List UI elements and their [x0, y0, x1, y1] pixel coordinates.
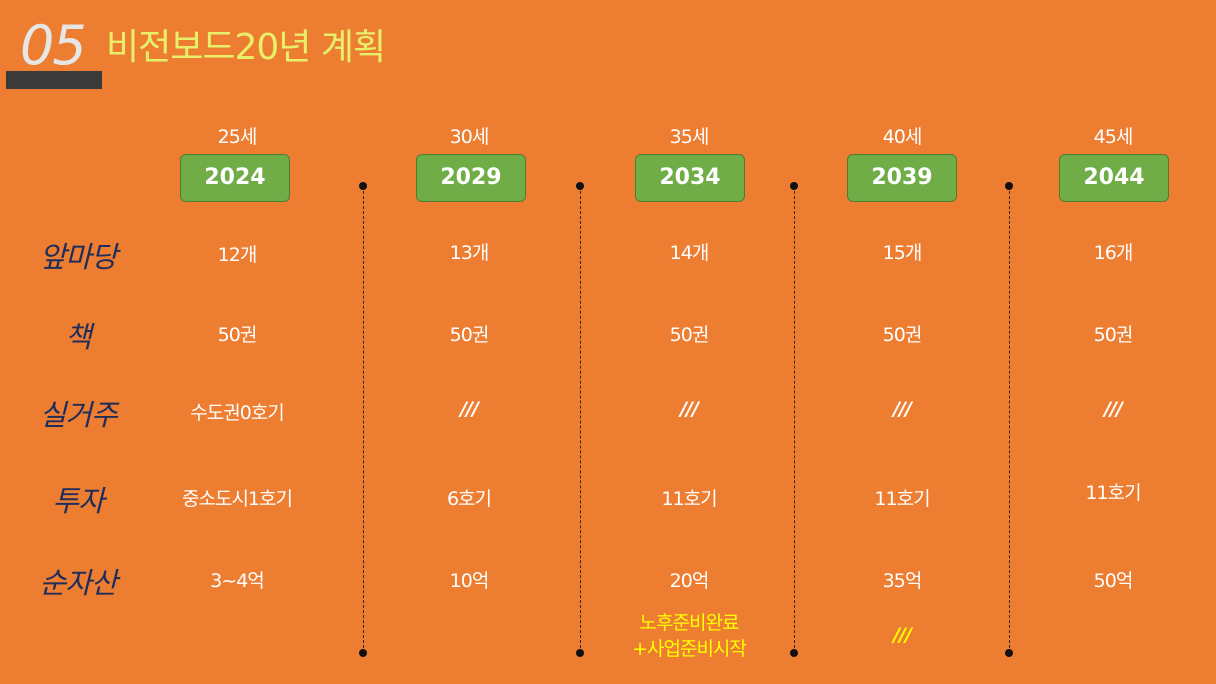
cell: ///: [460, 398, 479, 420]
title-accent-bar: [6, 71, 102, 89]
column-separator: [580, 186, 581, 653]
milestone-note: 노후준비완료 +사업준비시작: [604, 610, 774, 662]
age-label-1: 25세: [217, 126, 258, 148]
row-label-front-yard: 앞마당: [39, 240, 117, 274]
cell: ///: [1104, 398, 1123, 420]
cell: 15개: [882, 242, 923, 264]
cell: 12개: [217, 244, 258, 266]
separator-dot: [790, 649, 798, 657]
cell: ///: [680, 398, 699, 420]
column-separator: [363, 186, 364, 653]
cell: 16개: [1093, 242, 1134, 264]
column-separator: [1009, 186, 1010, 653]
column-separator: [794, 186, 795, 653]
cell: 20억: [669, 570, 710, 592]
age-label-5: 45세: [1093, 126, 1134, 148]
age-label-2: 30세: [449, 126, 490, 148]
year-box-3: 2034: [635, 154, 745, 202]
cell: 35억: [882, 570, 923, 592]
cell: 11호기: [1085, 482, 1141, 504]
cell: 3~4억: [210, 570, 265, 592]
year-box-2: 2029: [416, 154, 526, 202]
cell: 50권: [882, 324, 923, 346]
year-box-5: 2044: [1059, 154, 1169, 202]
separator-dot: [1005, 182, 1013, 190]
age-label-3: 35세: [669, 126, 710, 148]
cell: 10억: [449, 570, 490, 592]
cell: 11호기: [874, 488, 930, 510]
year-box-1: 2024: [180, 154, 290, 202]
note-slash: ///: [893, 624, 912, 646]
separator-dot: [359, 182, 367, 190]
cell: 6호기: [446, 488, 492, 510]
separator-dot: [359, 649, 367, 657]
cell: 50권: [669, 324, 710, 346]
row-label-net-assets: 순자산: [39, 566, 117, 600]
note-line-1: 노후준비완료: [639, 612, 740, 634]
row-label-investment: 투자: [52, 484, 104, 518]
note-line-2: +사업준비시작: [632, 638, 747, 660]
cell: 50권: [449, 324, 490, 346]
age-label-4: 40세: [882, 126, 923, 148]
separator-dot: [790, 182, 798, 190]
cell: 중소도시1호기: [182, 488, 293, 510]
section-number: 05: [20, 14, 87, 77]
cell: 11호기: [661, 488, 717, 510]
cell: 50권: [1093, 324, 1134, 346]
cell: 수도권0호기: [190, 402, 285, 424]
page-title: 비전보드20년 계획: [106, 27, 386, 68]
separator-dot: [576, 649, 584, 657]
cell: 14개: [669, 242, 710, 264]
separator-dot: [1005, 649, 1013, 657]
cell: ///: [893, 398, 912, 420]
year-box-4: 2039: [847, 154, 957, 202]
separator-dot: [576, 182, 584, 190]
title-block: 05 비전보드20년 계획: [6, 14, 526, 94]
row-label-residence: 실거주: [39, 398, 117, 432]
cell: 50권: [217, 324, 258, 346]
row-label-books: 책: [65, 320, 92, 354]
cell: 50억: [1093, 570, 1134, 592]
cell: 13개: [449, 242, 490, 264]
